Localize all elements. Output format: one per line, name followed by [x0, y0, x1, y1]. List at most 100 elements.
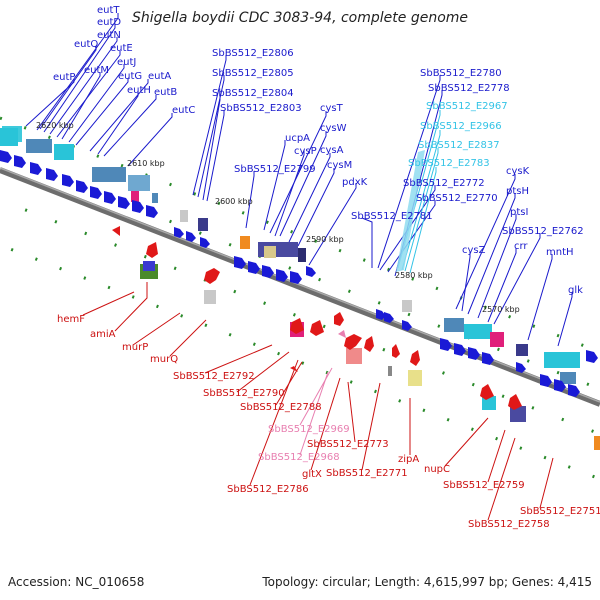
gene-label-e2966: SbBS512_E2966 [420, 121, 502, 132]
gene-label-cysA: cysA [320, 145, 344, 156]
gene-label-e2772: SbBS512_E2772 [403, 178, 485, 189]
gene-label-cysZ: cysZ [462, 245, 486, 256]
gene-label-ucpA: ucpA [285, 133, 310, 144]
gene-label-murP: murP [122, 342, 148, 353]
gene-box [128, 175, 150, 191]
gene-label-e2786: SbBS512_E2786 [227, 484, 309, 495]
rrna-bar [396, 150, 425, 272]
gene-label-e2759: SbBS512_E2759 [443, 480, 525, 491]
kbp-marker: 2590 kbp [306, 235, 344, 244]
rna-arrows [338, 330, 346, 338]
reverse-features [140, 261, 600, 450]
gene-label-e2762: SbBS512_E2762 [502, 226, 584, 237]
gene-box [2, 126, 22, 142]
genome-backbone [0, 167, 600, 407]
gene-label-e2771: SbBS512_E2771 [326, 468, 408, 479]
gene-label-hemF: hemF [57, 314, 85, 325]
gene-label-eutQ: eutQ [74, 39, 98, 50]
gene-box [346, 348, 362, 364]
gene-label-e2758: SbBS512_E2758 [468, 519, 550, 530]
gene-label-e2804: SbBS512_E2804 [212, 88, 294, 99]
gene-label-e2837: SbBS512_E2837 [418, 140, 500, 151]
gene-label-amiA: amiA [90, 329, 116, 340]
gene-label-eutC: eutC [172, 105, 195, 116]
gene-box [240, 236, 250, 249]
gene-label-eutN: eutN [97, 30, 121, 41]
gene-box [180, 210, 188, 222]
kbp-marker: 2610 kbp [127, 159, 165, 168]
gene-label-crr: crr [514, 241, 528, 252]
gene-label-e2792: SbBS512_E2792 [173, 371, 255, 382]
reverse-leader-lines [82, 282, 554, 521]
forward-leader-lines [25, 13, 573, 347]
gene-label-eutD: eutD [97, 17, 121, 28]
gene-label-e2806: SbBS512_E2806 [212, 48, 294, 59]
topology-label: Topology: circular; Length: 4,615,997 bp… [261, 575, 592, 589]
gene-box [264, 246, 276, 258]
gene-label-eutT: eutT [97, 5, 120, 16]
gene-label-eutH: eutH [127, 85, 151, 96]
gene-box [402, 300, 412, 312]
gene-box [152, 193, 158, 203]
kbp-marker: 2580 kbp [395, 271, 433, 280]
kbp-marker: 2570 kbp [482, 305, 520, 314]
gene-label-e2778: SbBS512_E2778 [428, 83, 510, 94]
gene-label-e2783: SbBS512_E2783 [408, 158, 490, 169]
gene-box [444, 318, 464, 332]
gene-box [388, 366, 392, 376]
gene-label-ptsI: ptsI [510, 207, 528, 218]
gene-label-glk: glk [568, 285, 583, 296]
gene-box [408, 370, 422, 386]
gene-box [92, 167, 126, 182]
gene-label-e2781: SbBS512_E2781 [351, 211, 433, 222]
gene-label-e2968: SbBS512_E2968 [258, 452, 340, 463]
forward-features [0, 126, 580, 384]
gene-label-e2969: SbBS512_E2969 [268, 424, 350, 435]
gene-label-cysM: cysM [327, 160, 352, 171]
gene-label-e2803: SbBS512_E2803 [220, 103, 302, 114]
gene-label-eutM: eutM [84, 65, 109, 76]
kbp-marker: 2620 kbp [36, 121, 74, 130]
gene-label-nupC: nupC [424, 464, 450, 475]
gene-label-eutB: eutB [154, 87, 177, 98]
gene-label-e2770: SbBS512_E2770 [416, 193, 498, 204]
reverse-labels: hemF amiA murP murQ SbBS512_E2792 SbBS51… [57, 314, 600, 530]
gene-label-cysK: cysK [506, 166, 530, 177]
gene-label-eutA: eutA [148, 71, 171, 82]
forward-labels: eutT eutD eutN eutQ eutE eutP eutM eutJ … [53, 5, 584, 296]
accession-label: Accession: NC_010658 [8, 575, 144, 589]
gene-label-cysT: cysT [320, 103, 344, 114]
gene-label-eutJ: eutJ [117, 57, 136, 68]
gene-label-zipA: zipA [398, 454, 419, 465]
gene-label-murQ: murQ [150, 354, 178, 365]
gene-label-cysW: cysW [320, 123, 347, 134]
gene-label-e2780: SbBS512_E2780 [420, 68, 502, 79]
rna-labels: SbBS512_E2969 SbBS512_E2968 [258, 424, 350, 463]
gene-box [516, 344, 528, 356]
gene-label-gltX: gltX [302, 469, 322, 480]
gene-label-e2967: SbBS512_E2967 [426, 101, 508, 112]
genome-title: Shigella boydii CDC 3083-94, complete ge… [132, 10, 468, 26]
gene-label-mntH: mntH [546, 247, 574, 258]
gene-label-e2751: SbBS512_E2751 [520, 506, 600, 517]
gene-box [26, 139, 52, 153]
gene-box [560, 372, 576, 384]
gene-label-e2788: SbBS512_E2788 [240, 402, 322, 413]
gene-label-e2773: SbBS512_E2773 [307, 439, 389, 450]
gene-box [54, 144, 74, 160]
gene-box [490, 332, 504, 347]
gene-label-e2799: SbBS512_E2799 [234, 164, 316, 175]
forward-arrows [0, 150, 598, 397]
reverse-arrows [112, 226, 522, 410]
gene-box [204, 290, 216, 304]
gene-label-pdxK: pdxK [342, 177, 368, 188]
gene-box [464, 324, 492, 339]
gene-label-e2790: SbBS512_E2790 [203, 388, 285, 399]
rna-leader-lines [299, 367, 333, 456]
gene-box [198, 218, 208, 231]
kbp-marker: 2600 kbp [215, 197, 253, 206]
gene-box [143, 261, 155, 271]
gltx-leader [310, 377, 341, 471]
gene-label-cysP: cysP [294, 146, 317, 157]
